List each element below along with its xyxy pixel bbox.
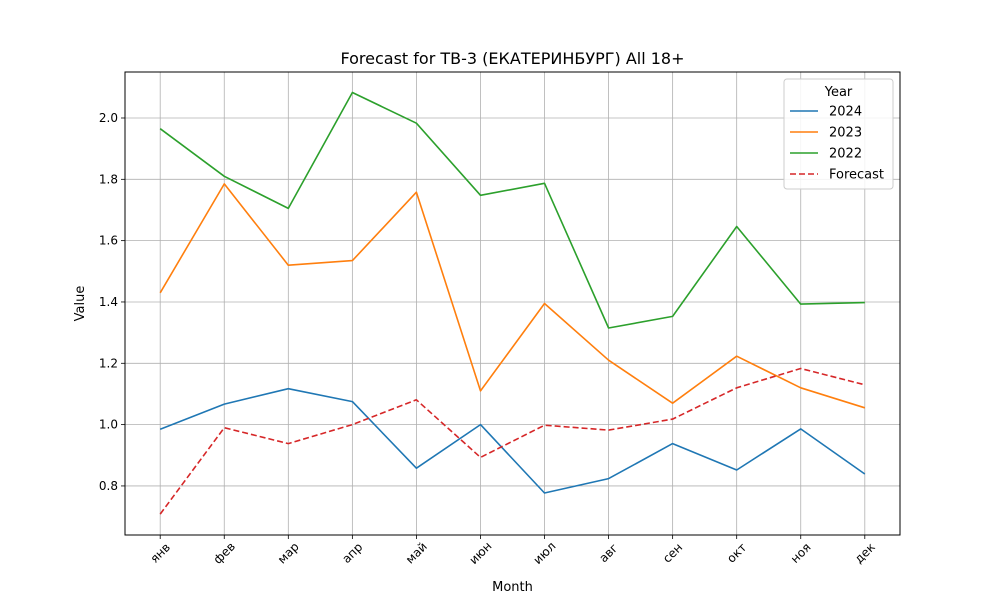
x-tick-label: авг xyxy=(596,541,621,566)
series-line-2022 xyxy=(159,91,865,329)
y-tick-label: 1.6 xyxy=(99,234,118,248)
y-tick-label: 1.2 xyxy=(99,356,118,370)
x-tick-label: янв xyxy=(147,540,173,566)
series-line-2023 xyxy=(159,183,866,409)
legend-label-2022: 2022 xyxy=(829,147,862,162)
series-line-forecast xyxy=(159,367,865,515)
x-tick-label: ноя xyxy=(788,540,814,566)
x-tick-label: дек xyxy=(852,540,878,566)
x-axis-ticks: янв фев мар апр май июн июл авг сен окт ноя дек xyxy=(147,535,878,567)
x-tick-label: июн xyxy=(466,539,494,567)
x-tick-label: сен xyxy=(660,540,685,565)
x-tick-label: мар xyxy=(275,540,302,567)
y-tick-label: 1.4 xyxy=(99,295,118,309)
y-tick-label: 2.0 xyxy=(99,111,118,125)
x-tick-label: апр xyxy=(339,540,365,566)
y-tick-label: 0.8 xyxy=(99,479,118,493)
legend-title: Year xyxy=(824,85,853,100)
legend-frame xyxy=(783,78,894,190)
x-tick-label: фев xyxy=(211,539,238,566)
legend-label-2024: 2024 xyxy=(829,105,862,120)
y-axis-label: Value xyxy=(73,286,88,322)
x-tick-label: окт xyxy=(724,540,749,565)
y-axis-ticks: 0.8 1.0 1.2 1.4 1.6 1.8 2.0 xyxy=(99,111,125,493)
chart-title: Forecast for ТВ-3 (ЕКАТЕРИНБУРГ) All 18+ xyxy=(341,49,685,68)
x-axis-label: Month xyxy=(492,580,533,595)
legend: Year 2024 2023 2022 Forecast xyxy=(783,78,894,190)
series-lines xyxy=(159,91,866,515)
plot-frame xyxy=(124,71,901,536)
legend-label-2023: 2023 xyxy=(829,126,862,141)
y-tick-label: 1.0 xyxy=(99,418,118,432)
y-tick-label: 1.8 xyxy=(99,172,118,186)
legend-label-forecast: Forecast xyxy=(829,168,884,183)
series-line-2024 xyxy=(159,387,866,494)
x-tick-label: май xyxy=(403,539,430,566)
x-tick-label: июл xyxy=(531,539,559,567)
